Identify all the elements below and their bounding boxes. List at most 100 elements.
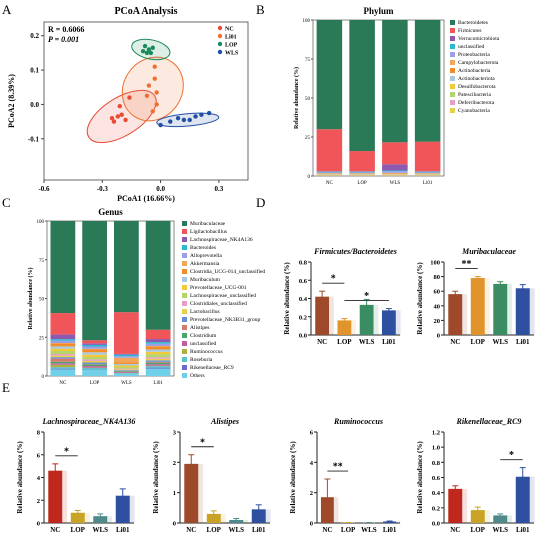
genus-legend-swatch [182,365,187,370]
alistipes-x-tick-label: Li01 [252,526,266,534]
alistipes-y-tick-label: 1 [173,490,176,497]
alistipes-x-tick-label: LOP [207,526,222,534]
genus-legend-swatch [182,317,187,322]
fb-ratio-x-tick-label: WLS [359,338,375,346]
genus-segment [113,369,139,371]
panel-letter-c: C [2,195,11,210]
phylum-segment [316,171,343,173]
pcoa-point-nc [127,95,132,100]
genus-segment [50,346,76,349]
alistipes-y-tick-label: 0 [173,521,176,528]
muribaculaceae-y-tick-label: 40 [434,303,441,310]
pcoa-legend-marker [217,49,223,55]
genus-segment [50,343,76,347]
lachnospiraceae-bar [115,495,130,523]
genus-segment [82,366,108,368]
pcoa-point-wls [175,115,181,121]
genus-legend-swatch [182,277,187,282]
genus-legend-label: Ligilactobacillus [190,229,227,235]
pcoa-point-nc [123,117,128,123]
genus-segment [113,371,139,373]
genus-segment [145,361,171,363]
rikenellaceae-y-tick-label: 1.0 [432,445,440,452]
lachnospiraceae-bar [48,470,63,523]
genus-legend-swatch [182,333,187,338]
genus-segment [82,349,108,353]
genus-segment [50,354,76,356]
rikenellaceae-y-tick-label: 0.8 [432,460,441,467]
genus-legend-swatch [182,237,187,242]
pcoa-point-nc [111,119,117,124]
genus-legend-label: unclassified [190,340,217,347]
pcoa-point-wls [206,110,212,116]
phylum-segment [382,164,408,171]
genus-segment [50,369,76,376]
genus-y-axis-label: Relative abundance (%) [27,268,34,330]
rikenellaceae-x-tick-label: Li01 [516,526,530,534]
genus-segment [82,364,108,367]
phylum-legend-swatch [450,84,455,89]
panel-letter-d: D [256,195,265,210]
genus-title: Genus [98,207,123,217]
muribaculaceae-y-tick-label: 100 [430,260,440,267]
genus-x-tick-label: NC [59,381,67,386]
fb-ratio-sig-label: * [364,291,369,302]
lachnospiraceae-y-tick-label: 8 [37,430,41,437]
genus-legend-label: Others [190,373,205,379]
genus-segment [113,357,139,363]
muribaculaceae-x-tick-label: LOP [471,338,486,346]
muribaculaceae-y-tick-label: 0 [437,333,440,340]
genus-legend-swatch [182,261,187,266]
phylum-legend-label: Proteobacteria [458,52,490,58]
phylum-legend-swatch [450,100,455,105]
phylum-x-tick-label: NC [326,181,334,186]
pcoa-legend-label: NC [225,27,234,33]
lachnospiraceae-bar [70,512,85,523]
muribaculaceae-bar [515,288,530,335]
ruminococcus-y-tick-label: 4 [310,460,314,467]
muribaculaceae-x-tick-label: WLS [492,338,508,346]
pcoa-p-value: P = 0.001 [48,35,79,44]
genus-segment [50,357,76,359]
genus-legend-swatch [182,229,187,234]
genus-segment [50,348,76,351]
genus-segment [82,367,108,370]
fb-ratio-chart: Firmicutes/Bacteroidetes 0.0 0.2 0.4 0.6 0.8 R… [283,247,401,346]
genus-segment [145,349,171,352]
genus-legend-swatch [182,325,187,330]
phylum-title: Phylum [363,6,394,16]
pcoa-point-li01 [146,83,152,88]
genus-segment [113,370,139,371]
genus-segment [145,366,171,368]
ruminococcus-chart: Ruminococcus 0 2 4 6 Relative abundance (%) NC… [289,417,401,534]
pcoa-legend-marker [217,33,223,39]
muribaculaceae-title: Muribaculaceae [461,247,516,256]
genus-segment [82,340,108,344]
rikenellaceae-x-tick-label: NC [450,526,460,534]
pcoa-y-tick-label: 0.0 [30,101,39,109]
pcoa-point-lop [142,43,148,49]
rikenellaceae-title: Rikenellaceae_RC9 [456,417,522,426]
genus-legend-label: Roseburia [190,357,213,363]
genus-segment [82,359,108,361]
genus-legend-swatch [182,357,187,362]
genus-legend-label: Clostridium [190,333,217,339]
genus-segment [50,350,76,355]
phylum-chart: Phylum 0 25 50 75 100 Relative abundance (%) NC… [293,6,500,186]
pcoa-legend-label: LOP [225,43,238,49]
genus-legend-label: Akkermansia [190,261,220,267]
pcoa-point-li01 [152,64,157,69]
panel-letter-e: E [2,380,10,395]
pcoa-point-li01 [154,90,159,95]
genus-segment [50,364,76,368]
pcoa-y-tick-label: 0.1 [30,67,39,75]
genus-segment [82,221,108,341]
phylum-segment [414,20,441,142]
phylum-legend-swatch [450,76,455,81]
fb-ratio-bar [337,320,352,335]
pcoa-point-lop [140,48,146,54]
genus-legend-swatch [182,341,187,346]
pcoa-point-wls [193,114,198,119]
genus-legend-swatch [182,269,187,274]
